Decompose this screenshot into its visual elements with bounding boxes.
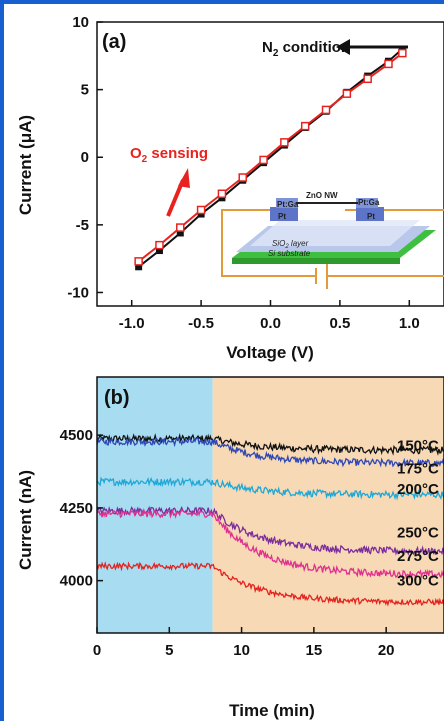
- n2-arrow: [336, 39, 408, 55]
- o2-point: [196, 205, 206, 215]
- panel-b-plot-area: [96, 376, 444, 634]
- panel-b-shaded-regions: [97, 377, 444, 633]
- panel-b-series: [96, 432, 444, 607]
- device-inset: ZnO NW Pt:Ga Pt:Ga Pt Pt SiO2 layer Si s…: [221, 191, 444, 289]
- series-line-300c: [96, 561, 444, 607]
- o2-point: [259, 155, 268, 165]
- shaded-region-after: [212, 377, 444, 633]
- panel-a-ytick-label: 10: [72, 14, 89, 31]
- inset-contact-right: [356, 198, 378, 208]
- o2-arrow: [166, 168, 190, 217]
- temperature-label: 250°C: [397, 525, 439, 542]
- o2-point: [363, 74, 372, 84]
- temperature-label: 275°C: [397, 548, 439, 565]
- inset-sio2-glow: [250, 220, 420, 246]
- o2-point: [384, 59, 393, 69]
- n2-condition-label: N2 condition: [262, 39, 350, 59]
- o2-point: [155, 240, 164, 250]
- panel-b-ylabel: Current (nA): [16, 470, 35, 570]
- panel-b-xtick-label: 15: [306, 642, 323, 659]
- panel-b-ytick-label: 4250: [60, 500, 93, 517]
- inset-wire: [221, 209, 444, 277]
- panel-a-xtick-label: 0.5: [329, 315, 350, 332]
- inset-substrate-label: Si substrate: [268, 249, 311, 258]
- inset-pad-right: [356, 207, 384, 221]
- inset-pt-left: Pt: [278, 212, 286, 221]
- series-line-150c: [96, 432, 444, 456]
- inset-contact-left: [276, 198, 298, 208]
- n2-point: [176, 229, 184, 237]
- temperature-label: 150°C: [397, 437, 439, 454]
- temperature-label: 175°C: [397, 461, 439, 478]
- panel-a-xlabel: Voltage (V): [226, 343, 314, 362]
- shaded-region-before: [97, 377, 213, 633]
- panel-b-ticks: 0 5 10 15 20 4000 4250 4500: [60, 427, 395, 659]
- inset-pad-left: [270, 207, 298, 221]
- panel-a-xtick-label: 0.0: [260, 315, 281, 332]
- inset-ptga-left: Pt:Ga: [277, 200, 299, 209]
- temperature-label: 300°C: [397, 573, 439, 590]
- inset-substrate-side: [232, 258, 400, 264]
- inset-sio2-label: SiO2 layer: [272, 239, 309, 250]
- panel-a-ticks: -1.0 -0.5 0.0 0.5 1.0 -10 -5 0 5 10: [67, 14, 419, 332]
- panel-b-xtick-label: 10: [233, 642, 250, 659]
- panel-a-ytick-label: 5: [81, 82, 89, 99]
- n2-point: [155, 247, 163, 255]
- panel-a-xtick-label: -1.0: [119, 315, 145, 332]
- o2-sensing-label: O2 sensing: [130, 145, 208, 165]
- n2-point: [135, 263, 143, 271]
- panel-b-ytick-label: 4500: [60, 427, 93, 444]
- panel-a-ytick-label: -10: [67, 284, 89, 301]
- series-line-175c: [96, 436, 444, 468]
- panel-a-series: [134, 45, 407, 271]
- panel-a-xtick-label: 1.0: [399, 315, 420, 332]
- o2-point: [280, 138, 289, 147]
- series-line-275c: [96, 507, 444, 580]
- o2-point: [238, 173, 247, 182]
- panel-b: 0 5 10 15 20 4000 4250 4500 150°C 175°C 200°C 250°…: [16, 376, 444, 720]
- panel-b-ytick-label: 4000: [60, 573, 93, 590]
- panel-b-xtick-label: 0: [93, 642, 101, 659]
- o2-point: [398, 48, 407, 58]
- panel-a-ylabel: Current (μA): [16, 115, 35, 215]
- panel-a-ytick-label: -5: [76, 217, 89, 234]
- o2-point: [134, 257, 143, 266]
- panel-b-temperature-labels: 150°C 175°C 200°C 250°C 275°C 300°C: [397, 437, 439, 589]
- o2-point: [321, 105, 331, 115]
- series-line-200c: [96, 476, 444, 501]
- panel-a-xtick-label: -0.5: [188, 315, 214, 332]
- panel-b-xlabel: Time (min): [229, 701, 315, 720]
- o2-point: [176, 223, 185, 232]
- panel-a-label: (a): [102, 31, 126, 53]
- panel-b-xtick-label: 20: [378, 642, 395, 659]
- o2-point: [217, 189, 227, 199]
- panel-a-ytick-label: 0: [81, 149, 89, 166]
- o2-point: [342, 89, 352, 98]
- o2-point: [300, 121, 310, 131]
- inset-pt-right: Pt: [367, 212, 375, 221]
- panel-b-xtick-label: 5: [165, 642, 173, 659]
- inset-nw-label: ZnO NW: [306, 191, 338, 200]
- panel-b-label: (b): [104, 387, 130, 409]
- temperature-label: 200°C: [397, 481, 439, 498]
- inset-ptga-right: Pt:Ga: [358, 198, 380, 207]
- panel-a: -1.0 -0.5 0.0 0.5 1.0 -10 -5 0 5 10 ZnO NW Pt:Ga …: [16, 14, 444, 362]
